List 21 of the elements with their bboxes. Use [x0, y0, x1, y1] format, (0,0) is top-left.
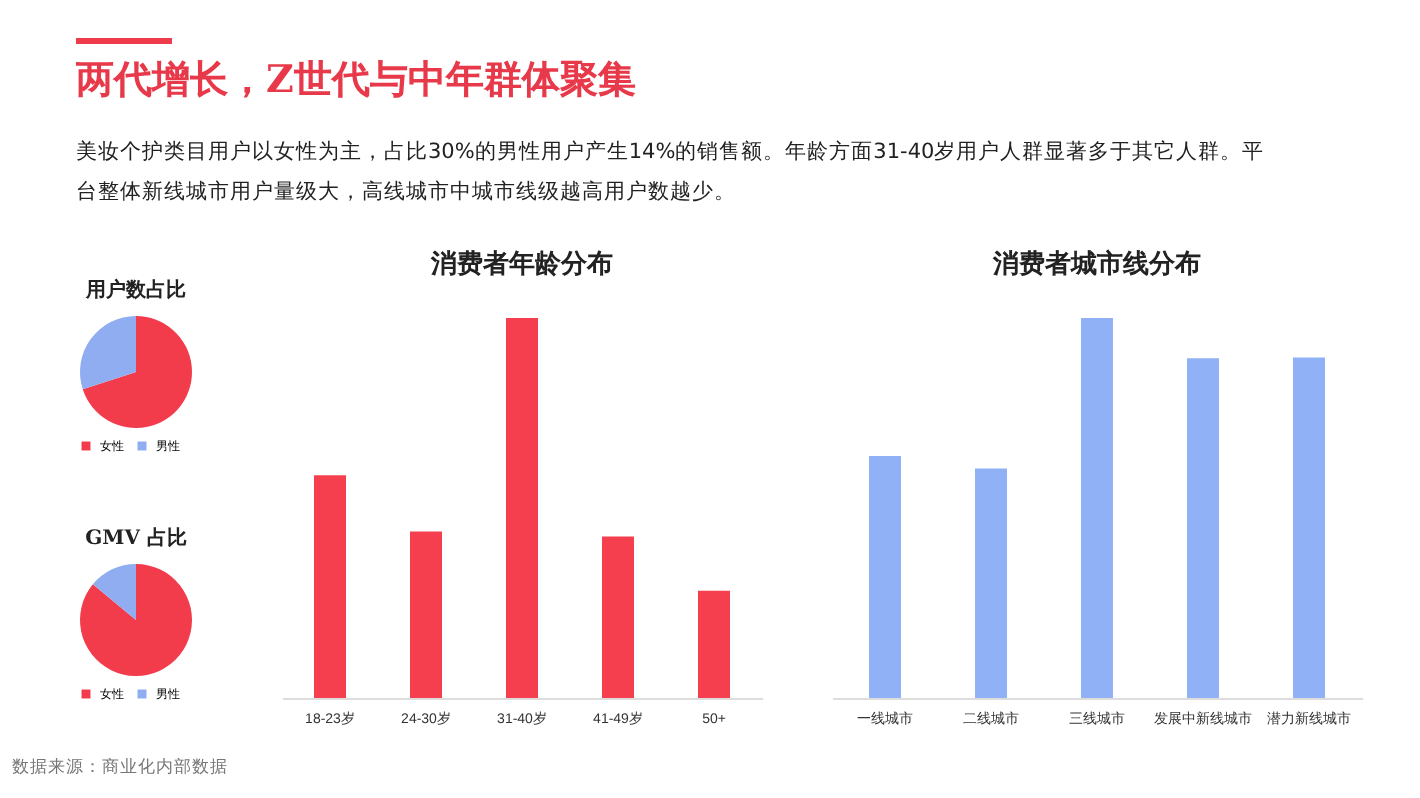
pie-slice [92, 564, 136, 620]
bar [1187, 358, 1219, 698]
bar [506, 318, 538, 698]
text: 两代增长，Z世代与中年群体聚集 [76, 56, 636, 106]
source-note: 数据来源：商业化内部数据 [12, 756, 228, 780]
chart-title: 用户数占比 [84, 278, 186, 302]
pie-slice [80, 316, 136, 390]
text: 美妆个护类目用户以女性为主，占比30%的男性用户产生14%的销售额。年龄方面31-40岁用户人群显著多于其它人群。平台整体新线城市用户量级大，高线城市中城市线级越高用户数越少。 [76, 138, 1267, 208]
bar [869, 455, 901, 698]
bar [410, 531, 442, 698]
chart-title: GMV 占比 [85, 526, 187, 550]
pie-slice [82, 316, 192, 428]
chart-title: 消费者年龄分布 [429, 250, 613, 280]
chart-title: 消费者城市线分布 [991, 248, 1201, 280]
bar [975, 468, 1007, 698]
bar [1081, 318, 1113, 698]
pie-slice [80, 564, 192, 676]
bar [314, 475, 346, 698]
bar [1293, 357, 1325, 698]
bar [602, 536, 634, 698]
bar [698, 590, 730, 698]
